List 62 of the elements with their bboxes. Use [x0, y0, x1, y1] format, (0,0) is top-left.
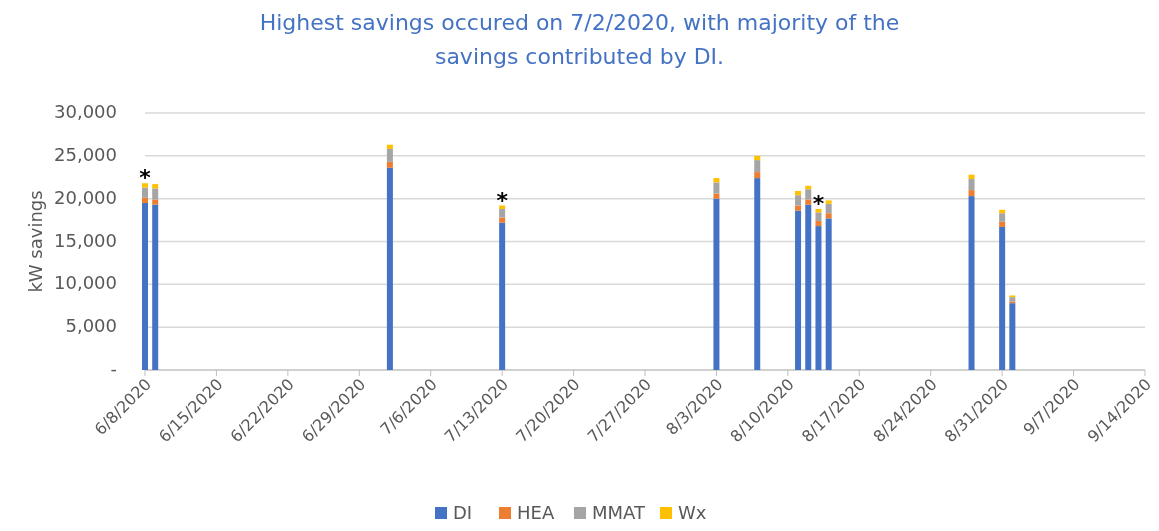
y-axis-title: kW savings [25, 190, 46, 293]
bar [499, 217, 506, 223]
bar [805, 199, 812, 205]
bar [968, 178, 975, 191]
y-tick-label: 5,000 [65, 315, 117, 337]
bar [754, 178, 761, 370]
bar [795, 210, 802, 370]
legend-label: HEA [517, 502, 555, 523]
bar [386, 167, 393, 370]
annotation: * [812, 190, 825, 216]
y-tick-label: - [110, 358, 117, 379]
bar [499, 208, 506, 218]
bar [152, 188, 159, 200]
bar [499, 222, 506, 370]
y-tick-label: 15,000 [54, 229, 117, 251]
bar [386, 148, 393, 162]
bar [999, 221, 1006, 227]
bar [142, 187, 148, 198]
bar [142, 197, 148, 203]
bar [754, 172, 761, 179]
bar [1009, 297, 1016, 302]
bar [795, 190, 802, 196]
bar [386, 144, 393, 149]
bar [968, 196, 975, 370]
bar [152, 204, 159, 370]
y-tick-label: 25,000 [54, 143, 117, 165]
bar [805, 204, 812, 370]
bar [386, 161, 393, 168]
bar [968, 174, 975, 179]
bar [968, 190, 975, 197]
bar [795, 195, 802, 206]
y-tick-label: 30,000 [54, 101, 117, 122]
bar [142, 183, 148, 188]
bar [795, 205, 802, 211]
bar [815, 212, 822, 221]
bar [754, 160, 761, 173]
bar [805, 189, 812, 200]
bar [152, 199, 159, 205]
bar [754, 155, 761, 161]
bar [152, 184, 159, 189]
y-tick-label: 10,000 [54, 272, 117, 294]
bar [825, 218, 832, 370]
annotation: * [496, 187, 509, 213]
bar [142, 202, 148, 370]
annotation: * [139, 165, 152, 191]
y-tick-label: 20,000 [54, 186, 117, 208]
bar [713, 198, 720, 370]
bar [999, 213, 1006, 222]
bar [999, 226, 1006, 370]
bar [815, 220, 822, 227]
bar [1009, 303, 1016, 370]
legend-label: DI [453, 502, 473, 523]
bar [825, 203, 832, 214]
bar [713, 193, 720, 199]
bar [825, 213, 832, 219]
bar [825, 200, 832, 204]
legend-label: Wx [678, 502, 707, 523]
bar [713, 182, 720, 194]
chart-title: Highest savings occured on 7/2/2020, with majority of the savings contributed by DI. [259, 10, 900, 69]
legend-label: MMAT [592, 502, 646, 523]
bar [713, 178, 720, 183]
bar [815, 226, 822, 370]
